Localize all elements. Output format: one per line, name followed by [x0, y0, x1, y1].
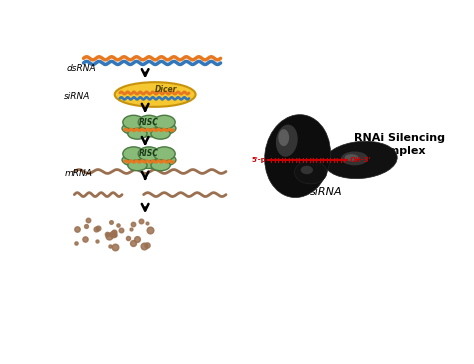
Ellipse shape — [122, 151, 176, 169]
Ellipse shape — [154, 115, 175, 129]
Text: 5'-p: 5'-p — [251, 157, 266, 163]
Text: RNAi Silencing
Complex: RNAi Silencing Complex — [354, 133, 445, 156]
Ellipse shape — [276, 124, 298, 157]
Ellipse shape — [341, 151, 368, 165]
Ellipse shape — [123, 147, 145, 161]
Ellipse shape — [151, 160, 170, 171]
Text: siRNA: siRNA — [310, 187, 342, 197]
Text: siRNA: siRNA — [64, 91, 91, 100]
Ellipse shape — [138, 147, 160, 161]
Ellipse shape — [278, 129, 289, 146]
Text: Dicer: Dicer — [155, 84, 177, 94]
Ellipse shape — [151, 128, 170, 139]
Ellipse shape — [324, 141, 397, 179]
Ellipse shape — [128, 160, 147, 171]
Ellipse shape — [115, 82, 196, 107]
Ellipse shape — [345, 154, 358, 161]
Text: mRNA: mRNA — [64, 169, 92, 178]
Ellipse shape — [294, 161, 327, 184]
Text: OH-3': OH-3' — [349, 157, 371, 163]
Text: dsRNA: dsRNA — [66, 64, 96, 73]
Text: RISC: RISC — [139, 149, 159, 158]
Text: RISC: RISC — [139, 118, 159, 127]
Ellipse shape — [301, 166, 313, 174]
Ellipse shape — [264, 115, 330, 198]
Ellipse shape — [123, 115, 145, 129]
Ellipse shape — [122, 120, 176, 137]
Ellipse shape — [154, 147, 175, 161]
Ellipse shape — [138, 115, 160, 129]
Ellipse shape — [128, 128, 147, 139]
